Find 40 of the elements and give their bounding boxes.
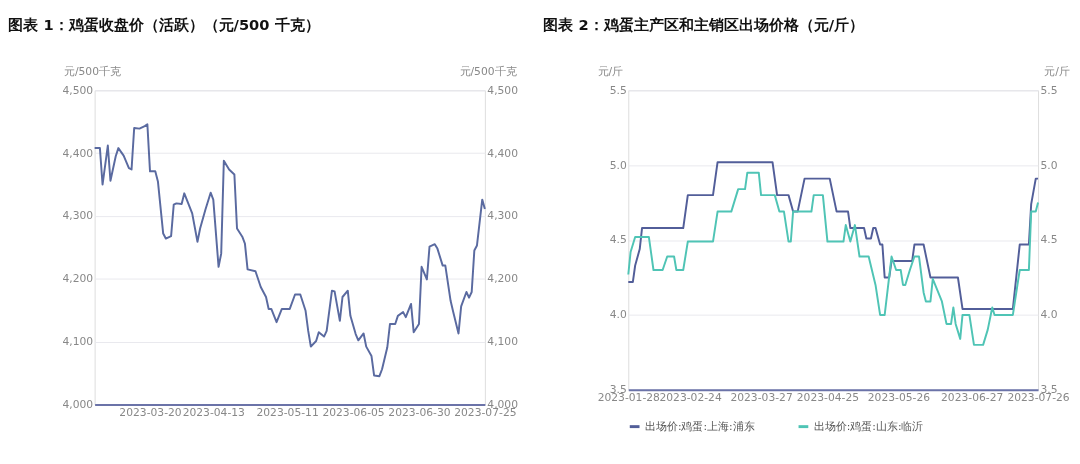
y-tick-label: 4,200 [62,272,94,286]
y-tick-label: 4,400 [62,146,94,160]
y-axis-title: 元/斤 [597,65,624,79]
y2-tick-label: 4,500 [487,83,519,97]
y2-tick-label: 5.0 [1040,158,1058,172]
y-tick-label: 4,300 [62,209,94,223]
x-tick-label: 2023-03-27 [730,391,793,405]
y2-axis-title: 元/斤 [1044,65,1070,79]
x-tick-label: 2023-05-11 [256,405,319,419]
legend-label: 出场价:鸡蛋:上海:浦东 [644,419,755,433]
y2-tick-label: 4,300 [487,209,519,223]
y2-tick-label: 4,400 [487,146,519,160]
y2-tick-label: 4.5 [1040,233,1058,247]
x-tick-label: 2023-04-13 [182,405,245,419]
y2-axis-title: 元/500千克 [459,65,517,79]
x-tick-label: 2023-02-24 [659,391,722,405]
x-tick-label: 2023-03-20 [119,405,182,419]
y-tick-label: 5.5 [609,83,627,97]
y-tick-label: 5.0 [609,158,628,172]
x-tick-label: 2023-06-27 [941,391,1004,405]
line-series [627,171,1040,346]
x-tick-label: 2023-04-25 [796,391,860,405]
line-series [627,161,1040,310]
x-tick-label: 2023-06-05 [322,405,385,419]
y-axis-title: 元/500千克 [63,65,121,79]
y-tick-label: 4,100 [62,335,94,349]
line-series [93,123,486,378]
y2-tick-label: 4.0 [1040,308,1058,322]
x-tick-label: 2023-05-26 [867,391,931,405]
y2-tick-label: 4,100 [487,335,519,349]
y-tick-label: 4.5 [609,233,627,247]
y-tick-label: 4.0 [609,308,628,322]
y-tick-label: 4,000 [62,397,94,411]
legend-label: 出场价:鸡蛋:山东:临沂 [813,419,924,433]
chart-title: 图表 1：鸡蛋收盘价（活跃）（元/500 千克） [8,15,320,33]
x-tick-label: 2023-06-30 [388,405,451,419]
y-tick-label: 4,500 [62,83,94,97]
y2-tick-label: 4,200 [487,272,519,286]
y2-tick-label: 5.5 [1040,83,1058,97]
chart-title: 图表 2：鸡蛋主产区和主销区出场价格（元/斤） [543,15,865,33]
